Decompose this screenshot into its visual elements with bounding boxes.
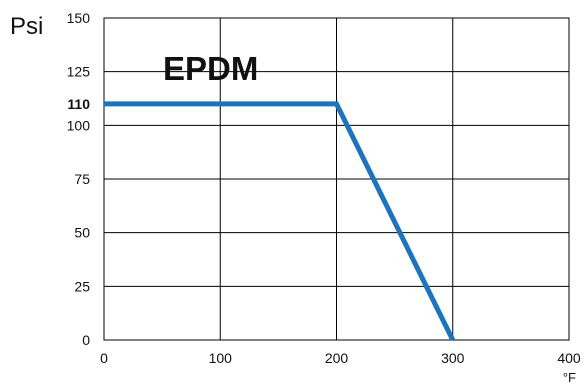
- highlighted-y-tick-label: 110: [67, 96, 90, 112]
- y-tick-label: 50: [74, 225, 90, 241]
- y-tick-label: 25: [74, 278, 90, 294]
- x-tick-label: 200: [325, 350, 349, 366]
- x-tick-label: 0: [100, 350, 108, 366]
- y-tick-label: 100: [67, 117, 91, 133]
- epdm-annotation: EPDM: [163, 50, 258, 87]
- x-tick-label: 300: [441, 350, 465, 366]
- x-axis-label: °F: [563, 370, 576, 385]
- y-tick-label: 125: [67, 64, 91, 80]
- y-tick-label: 0: [82, 332, 90, 348]
- y-axis-label: Psi: [10, 13, 43, 40]
- y-tick-label: 150: [67, 10, 91, 26]
- y-tick-label: 75: [74, 171, 90, 187]
- x-tick-label: 100: [209, 350, 233, 366]
- x-tick-label: 400: [557, 350, 581, 366]
- pressure-rating-line: [104, 101, 455, 342]
